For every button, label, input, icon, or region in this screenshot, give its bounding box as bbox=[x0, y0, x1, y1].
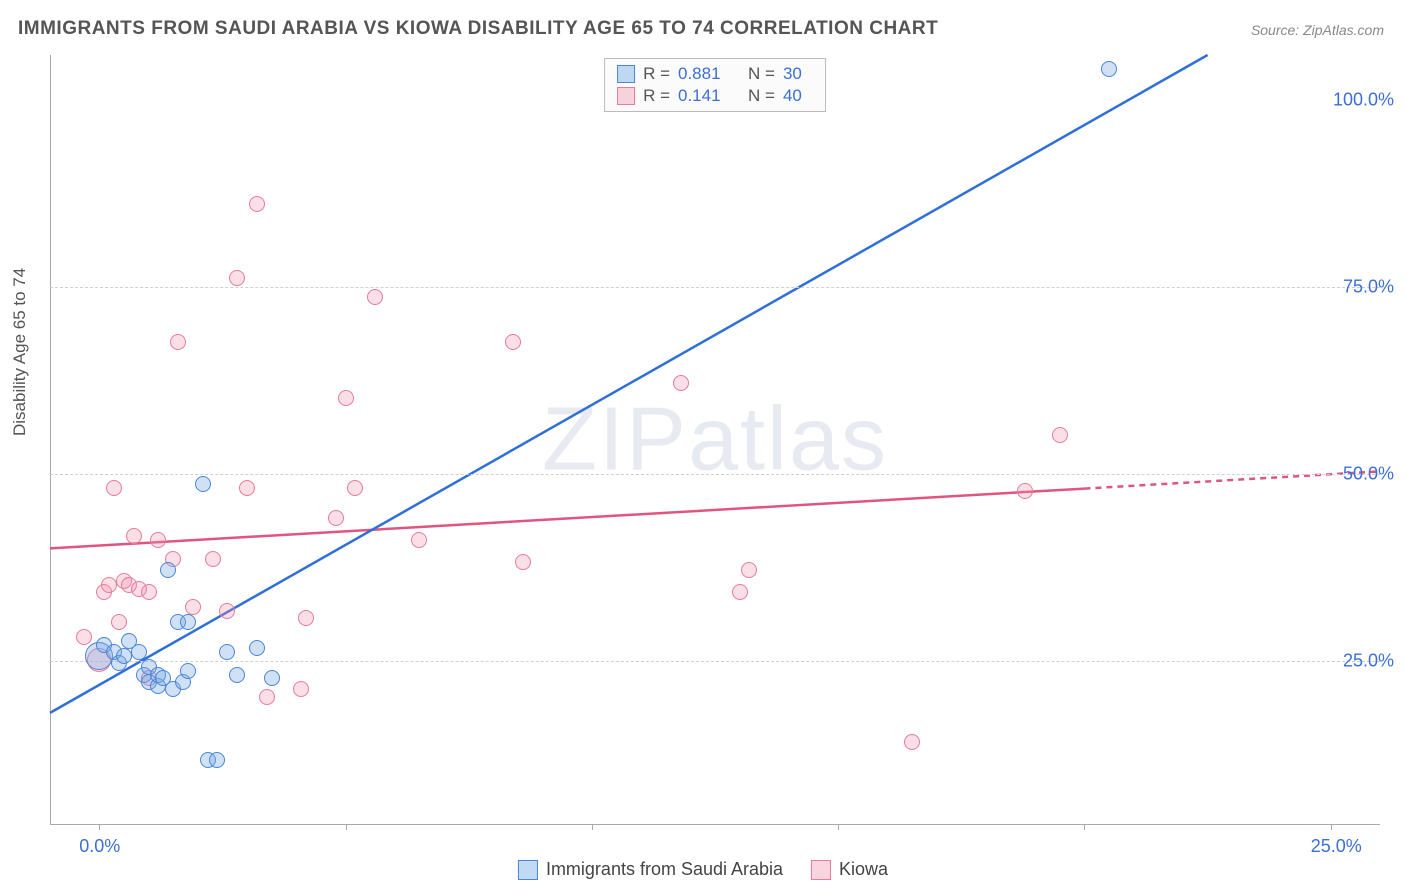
scatter-point-b bbox=[141, 584, 157, 600]
scatter-point-b bbox=[150, 532, 166, 548]
scatter-point-b bbox=[239, 480, 255, 496]
legend-swatch-a bbox=[518, 860, 538, 880]
series-b-label: Kiowa bbox=[839, 859, 888, 880]
scatter-point-b bbox=[126, 528, 142, 544]
scatter-point-b bbox=[515, 554, 531, 570]
correlation-legend: R = 0.881 N = 30 R = 0.141 N = 40 bbox=[604, 58, 826, 112]
scatter-point-a bbox=[264, 670, 280, 686]
scatter-point-b bbox=[101, 577, 117, 593]
n-value-a: 30 bbox=[783, 64, 813, 84]
scatter-point-a bbox=[219, 644, 235, 660]
scatter-point-b bbox=[76, 629, 92, 645]
r-label: R = bbox=[643, 64, 670, 84]
correlation-legend-row-a: R = 0.881 N = 30 bbox=[617, 63, 813, 85]
n-label: N = bbox=[748, 86, 775, 106]
series-legend-item-b: Kiowa bbox=[811, 859, 888, 880]
y-tick-label: 50.0% bbox=[1343, 463, 1394, 484]
scatter-point-b bbox=[185, 599, 201, 615]
series-a-label: Immigrants from Saudi Arabia bbox=[546, 859, 783, 880]
scatter-point-b bbox=[347, 480, 363, 496]
x-tick-mark bbox=[838, 824, 839, 830]
scatter-point-b bbox=[219, 603, 235, 619]
x-tick-mark bbox=[592, 824, 593, 830]
y-tick-label: 100.0% bbox=[1333, 89, 1394, 110]
source-name: ZipAtlas.com bbox=[1303, 22, 1384, 38]
scatter-point-b bbox=[367, 289, 383, 305]
scatter-point-b bbox=[328, 510, 344, 526]
scatter-point-a bbox=[180, 614, 196, 630]
correlation-legend-row-b: R = 0.141 N = 40 bbox=[617, 85, 813, 107]
scatter-point-b bbox=[1052, 427, 1068, 443]
x-tick-label: 25.0% bbox=[1311, 836, 1362, 857]
x-tick-label: 0.0% bbox=[79, 836, 120, 857]
scatter-point-a bbox=[249, 640, 265, 656]
scatter-point-b bbox=[904, 734, 920, 750]
scatter-point-b bbox=[338, 390, 354, 406]
scatter-point-b bbox=[293, 681, 309, 697]
source-prefix: Source: bbox=[1251, 22, 1303, 38]
scatter-point-a bbox=[229, 667, 245, 683]
r-value-b: 0.141 bbox=[678, 86, 740, 106]
y-tick-label: 25.0% bbox=[1343, 650, 1394, 671]
legend-swatch-b bbox=[811, 860, 831, 880]
scatter-point-b bbox=[741, 562, 757, 578]
scatter-point-b bbox=[732, 584, 748, 600]
gridline-h bbox=[50, 661, 1380, 662]
scatter-point-b bbox=[249, 196, 265, 212]
legend-swatch-b bbox=[617, 87, 635, 105]
chart-plot-area: ZIPatlas R = 0.881 N = 30 R = 0.141 N = … bbox=[50, 55, 1380, 825]
x-tick-mark bbox=[346, 824, 347, 830]
scatter-point-b bbox=[673, 375, 689, 391]
x-tick-mark bbox=[99, 824, 100, 830]
scatter-point-a bbox=[160, 562, 176, 578]
scatter-point-b bbox=[106, 480, 122, 496]
scatter-point-a bbox=[131, 644, 147, 660]
scatter-point-a bbox=[209, 752, 225, 768]
trend-line bbox=[50, 489, 1084, 549]
x-tick-mark bbox=[1331, 824, 1332, 830]
scatter-point-b bbox=[205, 551, 221, 567]
gridline-h bbox=[50, 287, 1380, 288]
scatter-point-b bbox=[298, 610, 314, 626]
scatter-point-b bbox=[111, 614, 127, 630]
scatter-point-b bbox=[505, 334, 521, 350]
scatter-point-a bbox=[195, 476, 211, 492]
scatter-point-b bbox=[411, 532, 427, 548]
y-axis-label: Disability Age 65 to 74 bbox=[10, 268, 30, 436]
n-label: N = bbox=[748, 64, 775, 84]
x-tick-mark bbox=[1084, 824, 1085, 830]
r-label: R = bbox=[643, 86, 670, 106]
r-value-a: 0.881 bbox=[678, 64, 740, 84]
gridline-h bbox=[50, 474, 1380, 475]
scatter-point-b bbox=[229, 270, 245, 286]
scatter-point-a bbox=[116, 648, 132, 664]
y-tick-label: 75.0% bbox=[1343, 276, 1394, 297]
scatter-point-a bbox=[1101, 61, 1117, 77]
chart-title: IMMIGRANTS FROM SAUDI ARABIA VS KIOWA DI… bbox=[18, 18, 938, 40]
n-value-b: 40 bbox=[783, 86, 813, 106]
series-legend: Immigrants from Saudi Arabia Kiowa bbox=[518, 859, 888, 880]
scatter-point-b bbox=[259, 689, 275, 705]
scatter-point-b bbox=[1017, 483, 1033, 499]
scatter-point-a bbox=[180, 663, 196, 679]
legend-swatch-a bbox=[617, 65, 635, 83]
series-legend-item-a: Immigrants from Saudi Arabia bbox=[518, 859, 783, 880]
scatter-point-b bbox=[170, 334, 186, 350]
source-attribution: Source: ZipAtlas.com bbox=[1251, 22, 1384, 38]
trend-lines-layer bbox=[50, 55, 1380, 824]
